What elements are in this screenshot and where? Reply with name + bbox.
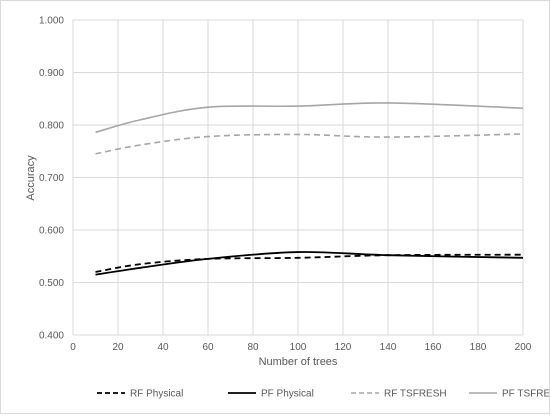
y-tick-label: 1.000 — [39, 16, 64, 27]
y-tick-label: 0.700 — [39, 173, 64, 184]
x-tick-label: 20 — [112, 342, 124, 353]
x-tick-label: 60 — [202, 342, 214, 353]
y-axis-label: Accuracy — [25, 155, 37, 201]
x-tick-label: 140 — [380, 342, 397, 353]
y-tick-label: 0.900 — [39, 68, 64, 79]
x-tick-label: 160 — [425, 342, 442, 353]
x-tick-label: 200 — [515, 342, 532, 353]
legend-label-rf-tsfresh: RF TSFRESH — [384, 389, 447, 400]
x-tick-labels: 0 20 40 60 80 100 120 140 160 180 200 — [70, 342, 532, 353]
y-tick-label: 0.600 — [39, 226, 64, 237]
series-lines — [95, 102, 524, 276]
legend-label-pf-physical: PF Physical — [261, 389, 314, 400]
series-line-pf-tsfresh — [95, 102, 524, 134]
y-tick-label: 0.400 — [39, 331, 64, 342]
x-tick-label: 120 — [335, 342, 352, 353]
x-tick-label: 40 — [157, 342, 169, 353]
legend: RF Physical PF Physical RF TSFRESH PF TSFRE… — [97, 389, 550, 400]
legend-label-pf-tsfresh: PF TSFRESH — [502, 389, 549, 400]
series-line-pf-physical — [95, 251, 524, 276]
x-tick-label: 100 — [290, 342, 307, 353]
x-tick-label: 80 — [247, 342, 259, 353]
gridlines — [72, 19, 524, 336]
x-tick-label: 180 — [470, 342, 487, 353]
y-tick-label: 0.500 — [39, 278, 64, 289]
y-tick-labels: 0.400 0.500 0.600 0.700 0.800 0.900 1.000 — [39, 16, 64, 342]
y-tick-label: 0.800 — [39, 121, 64, 132]
series-line-rf-physical — [95, 253, 524, 273]
x-tick-label: 0 — [70, 342, 76, 353]
series-line-rf-tsfresh — [95, 133, 524, 155]
x-axis-label: Number of trees — [259, 356, 338, 368]
legend-label-rf-physical: RF Physical — [130, 389, 183, 400]
